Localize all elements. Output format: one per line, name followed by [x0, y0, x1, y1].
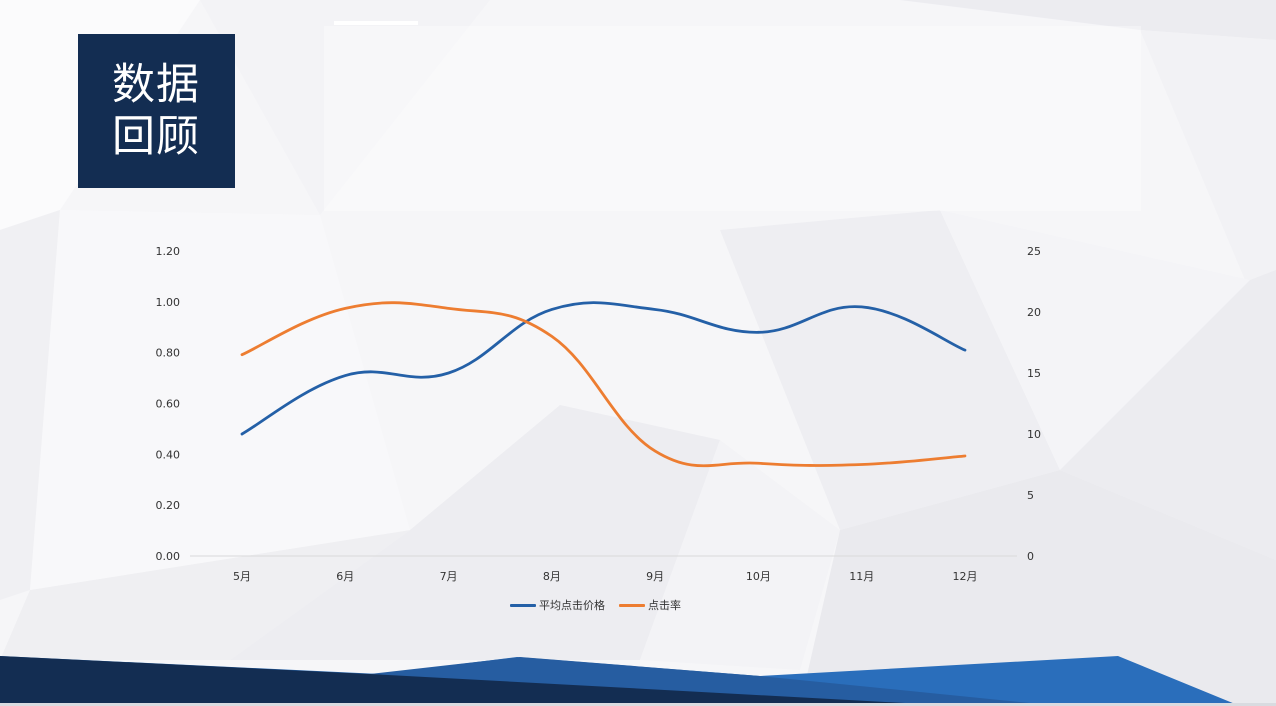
y-left-tick-label: 0.00: [156, 550, 181, 563]
title-line-1: 数据: [112, 60, 200, 110]
y-left-tick-label: 0.40: [156, 448, 181, 461]
title-line-2: 回顾: [112, 112, 200, 162]
y-right-tick-label: 5: [1027, 489, 1034, 502]
legend-label-series-1: 平均点击价格: [539, 599, 605, 612]
x-tick-label: 11月: [849, 570, 874, 583]
x-tick-label: 12月: [953, 570, 978, 583]
series-group: [240, 301, 967, 468]
slide-title: 数据 回顾: [78, 34, 235, 188]
header-panel: [324, 26, 1141, 211]
top-accent-bar: [334, 21, 418, 25]
y-axis-right: 0 5 10 15 20 25: [1027, 245, 1041, 563]
chart-legend: 平均点击价格 点击率: [510, 597, 681, 613]
series-line-2: [240, 301, 967, 468]
y-axis-left: 0.00 0.20 0.40 0.60 0.80 1.00 1.20: [156, 245, 181, 563]
y-left-tick-label: 0.20: [156, 499, 181, 512]
x-tick-label: 9月: [646, 570, 664, 583]
y-right-tick-label: 15: [1027, 367, 1041, 380]
x-tick-label: 5月: [233, 570, 251, 583]
series-line-1: [240, 301, 967, 436]
x-axis: 5月 6月 7月 8月 9月 10月 11月 12月: [233, 570, 978, 583]
legend-label-series-2: 点击率: [648, 599, 681, 612]
x-tick-label: 10月: [746, 570, 771, 583]
legend-swatch-orange: [619, 603, 645, 607]
y-right-tick-label: 0: [1027, 550, 1034, 563]
y-left-tick-label: 0.80: [156, 347, 181, 360]
legend-item-series-2: 点击率: [619, 597, 681, 613]
y-left-tick-label: 0.60: [156, 398, 181, 411]
x-tick-label: 8月: [543, 570, 561, 583]
y-left-tick-label: 1.20: [156, 245, 181, 258]
legend-item-series-1: 平均点击价格: [510, 597, 605, 613]
y-left-tick-label: 1.00: [156, 296, 181, 309]
x-tick-label: 7月: [440, 570, 458, 583]
legend-swatch-blue: [510, 603, 536, 607]
y-right-tick-label: 10: [1027, 428, 1041, 441]
y-right-tick-label: 25: [1027, 245, 1041, 258]
x-tick-label: 6月: [336, 570, 354, 583]
y-right-tick-label: 20: [1027, 306, 1041, 319]
